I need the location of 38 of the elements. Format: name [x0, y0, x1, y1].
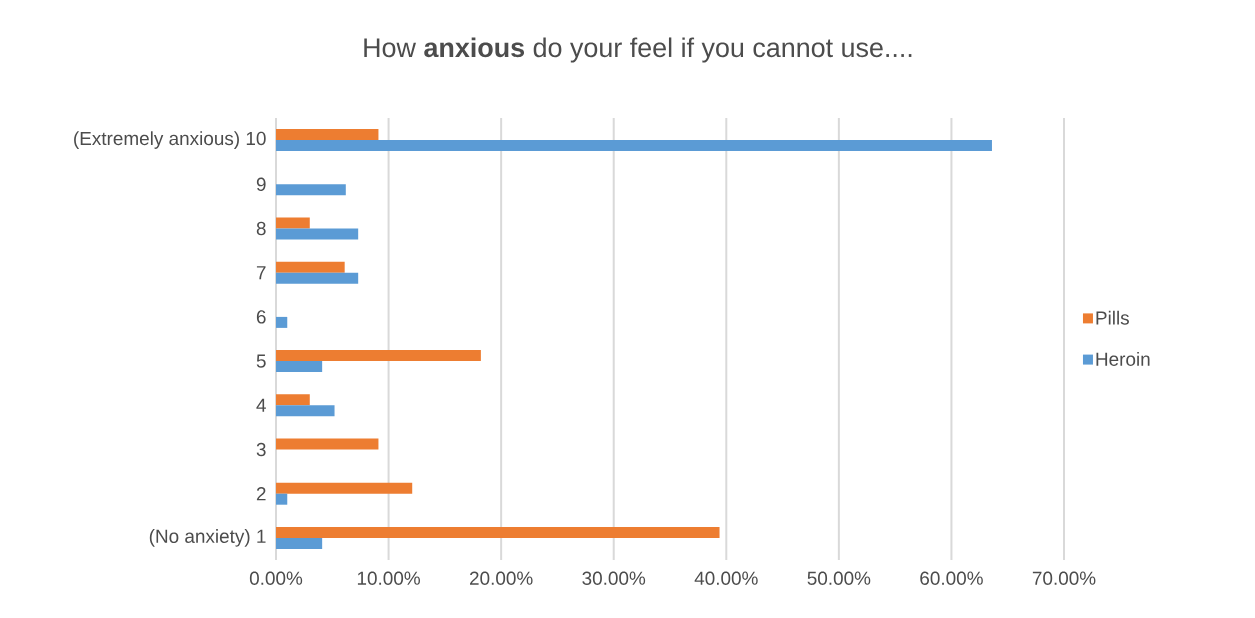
bar — [276, 217, 310, 229]
x-tick-label: 60.00% — [920, 571, 983, 585]
legend-label: Pills — [1096, 310, 1129, 325]
y-tick-label: 7 — [256, 266, 266, 280]
y-tick-label: 8 — [256, 221, 266, 236]
y-tick-label: (No anxiety) 1 — [149, 529, 266, 547]
bar — [276, 350, 481, 362]
bar — [276, 316, 288, 328]
bar — [276, 405, 335, 417]
x-tick-label: 70.00% — [1032, 571, 1096, 585]
bar — [276, 140, 992, 152]
bar — [276, 228, 359, 240]
bar — [276, 482, 413, 494]
bar — [276, 438, 379, 450]
bar — [276, 526, 720, 538]
x-tick-label: 40.00% — [694, 571, 758, 585]
bar — [276, 493, 288, 505]
bar — [276, 272, 359, 284]
x-tick-label: 0.00% — [249, 571, 303, 585]
bar — [276, 537, 323, 549]
bar — [276, 129, 379, 141]
bar — [276, 361, 323, 373]
y-tick-label: (Extremely anxious) 10 — [74, 131, 266, 149]
y-tick-label: 2 — [256, 487, 266, 501]
bar — [276, 184, 346, 196]
x-tick-label: 50.00% — [807, 571, 871, 585]
y-tick-label: 9 — [256, 177, 266, 191]
x-tick-label: 20.00% — [470, 571, 533, 585]
x-tick-label: 10.00% — [357, 571, 420, 585]
y-tick-label: 6 — [256, 310, 266, 324]
bar — [276, 261, 345, 273]
chart-title: How anxious do your feel if you cannot use.... — [364, 37, 912, 63]
y-tick-label: 5 — [256, 354, 266, 368]
bar — [276, 394, 310, 406]
legend-label: Heroin — [1096, 351, 1150, 366]
y-tick-label: 3 — [256, 442, 266, 457]
y-tick-label: 4 — [256, 398, 266, 412]
x-tick-label: 30.00% — [582, 571, 646, 585]
